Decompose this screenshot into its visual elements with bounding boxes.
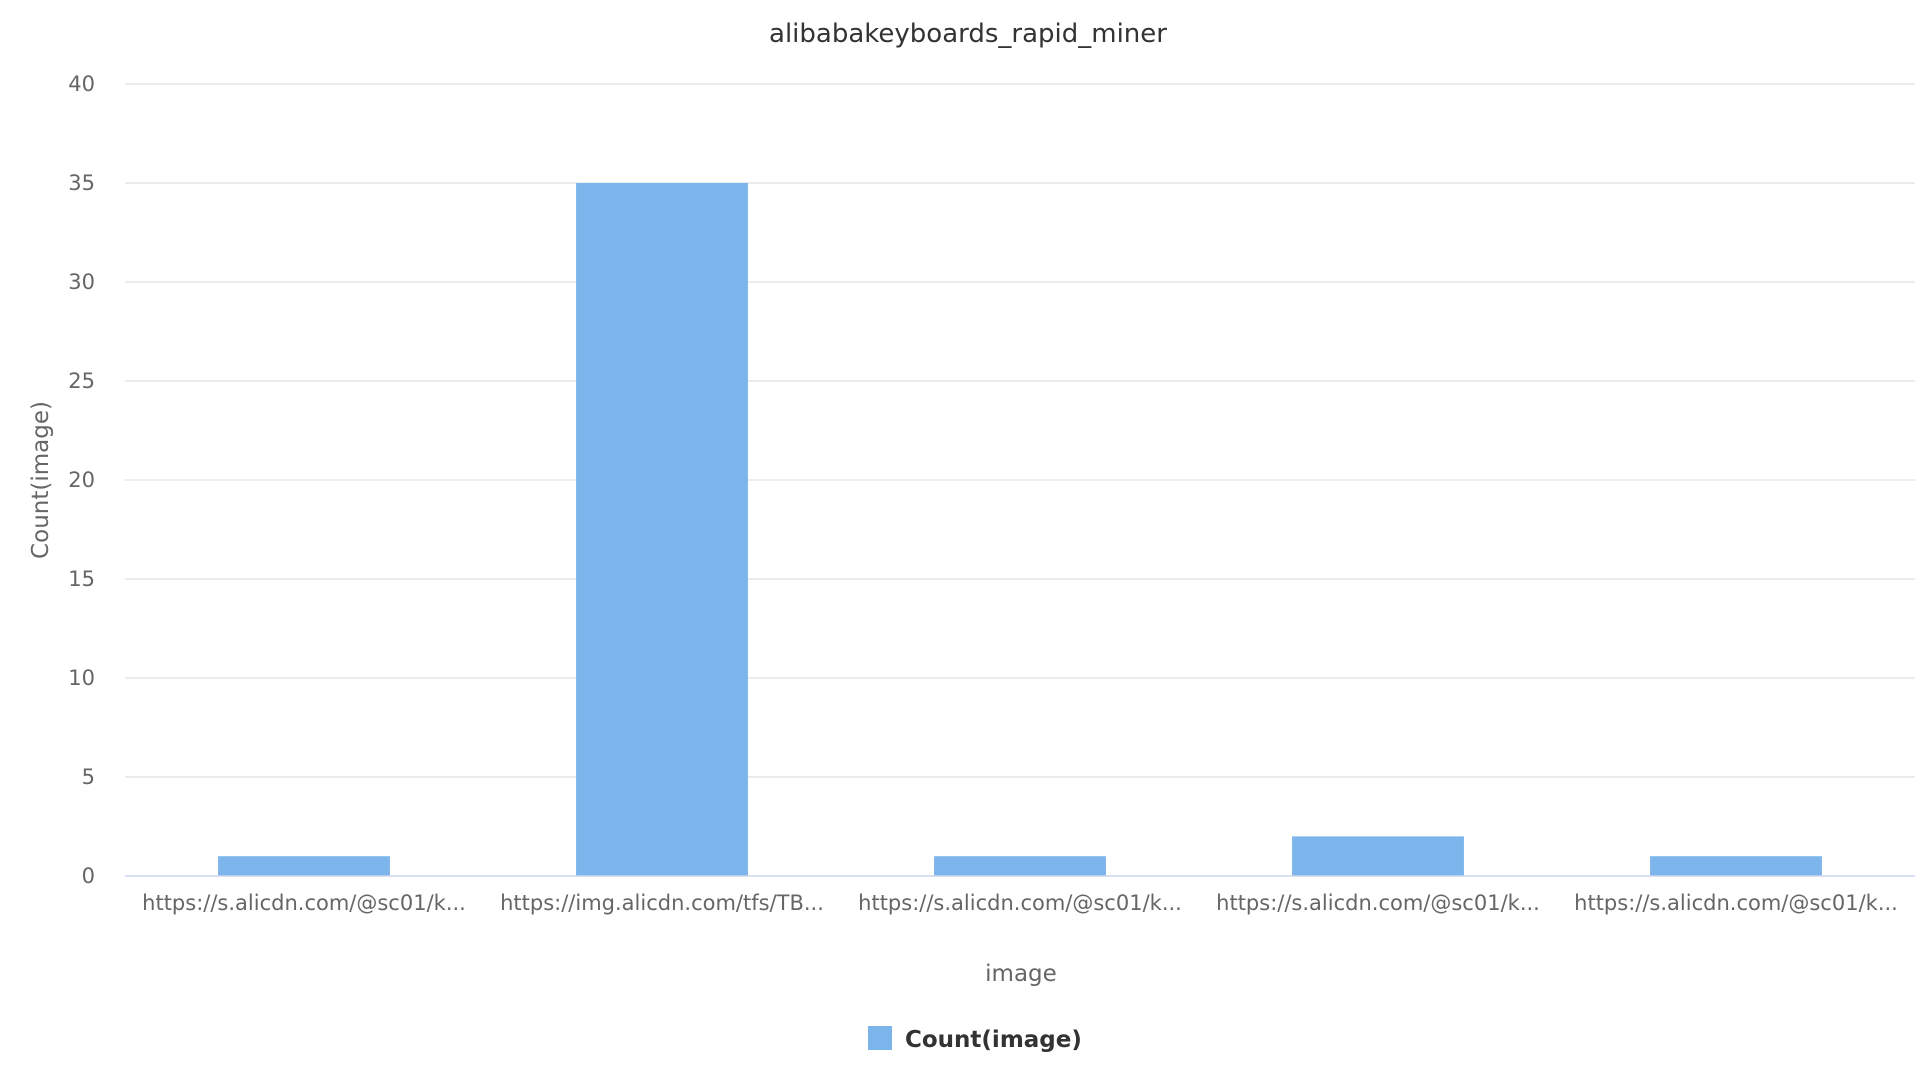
x-axis-title: image [985,961,1057,987]
y-axis-title: Count(image) [28,401,54,559]
bars [218,183,1822,876]
bar[interactable] [1650,856,1822,876]
bar[interactable] [218,856,390,876]
chart-title: alibabakeyboards_rapid_miner [769,19,1167,49]
legend-label[interactable]: Count(image) [905,1027,1082,1053]
bar[interactable] [1292,836,1464,876]
y-tick-label: 30 [68,270,95,294]
x-tick-label: https://s.alicdn.com/@sc01/k... [142,891,466,915]
y-tick-label: 25 [68,369,95,393]
x-tick-label: https://s.alicdn.com/@sc01/k... [1216,891,1540,915]
y-tick-label: 15 [68,567,95,591]
bar[interactable] [934,856,1106,876]
x-tick-label: https://s.alicdn.com/@sc01/k... [858,891,1182,915]
x-tick-label: https://s.alicdn.com/@sc01/k... [1574,891,1898,915]
y-tick-label: 5 [82,765,95,789]
y-tick-label: 0 [82,864,95,888]
y-tick-label: 10 [68,666,95,690]
legend[interactable]: Count(image) [868,1026,1082,1053]
x-tick-label: https://img.alicdn.com/tfs/TB... [500,891,824,915]
x-axis-ticks: https://s.alicdn.com/@sc01/k... https://i… [142,891,1898,915]
y-axis-ticks: 0 5 10 15 20 25 30 35 40 [68,72,95,888]
y-tick-label: 20 [68,468,95,492]
y-tick-label: 40 [68,72,95,96]
legend-swatch[interactable] [868,1026,892,1050]
y-tick-label: 35 [68,171,95,195]
gridlines [125,83,1915,778]
bar[interactable] [576,183,748,876]
